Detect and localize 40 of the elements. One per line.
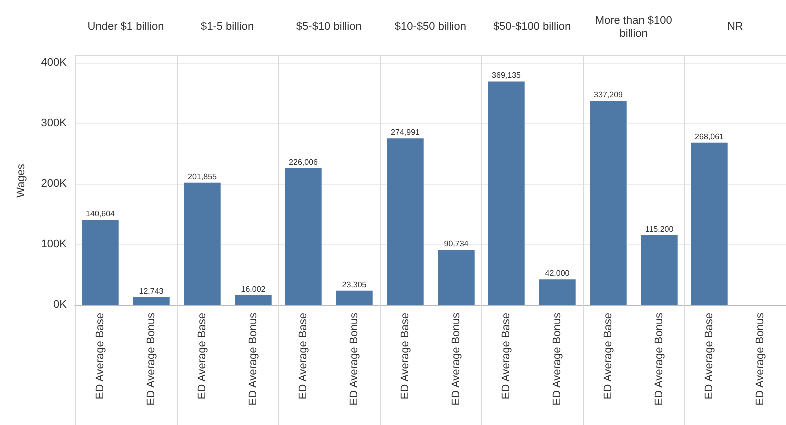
data-label: 201,855 [188,172,218,182]
x-tick-label: ED Average Base [399,313,412,400]
x-tick-label: ED Average Bonus [450,312,462,406]
x-tick-label: ED Average Base [500,313,513,400]
data-label: 369,135 [492,71,522,80]
data-label: 12,743 [139,286,164,296]
y-tick-label: 200K [41,178,68,190]
x-tick-label: ED Average Base [196,313,208,400]
data-label: 226,006 [289,158,319,167]
x-tick-label: ED Average Base [298,313,310,400]
data-label: 268,061 [695,132,725,142]
x-tick-label: ED Average Bonus [348,312,361,406]
data-label: 90,734 [444,240,469,249]
chart-title: $1-5 billion [200,20,256,35]
x-tick-label: ED Average Base [704,313,716,400]
x-tick-label: ED Average Base [602,313,614,400]
y-tick-label: 100K [41,238,68,251]
y-axis-title: Wages [16,164,28,198]
data-label: 16,002 [240,284,266,294]
x-tick-label: ED Average Bonus [146,312,158,406]
x-tick-label: ED Average Bonus [247,312,260,406]
x-tick-label: ED Average Bonus [754,312,767,406]
data-label: 42,000 [546,269,571,278]
chart-title: NR [726,20,744,35]
y-tick-label: 400K [41,57,68,70]
y-tick-label: 300K [41,118,68,130]
data-label: 140,604 [86,209,116,218]
x-tick-label: ED Average Base [94,313,106,400]
chart-title: $50-$100 billion [492,20,572,35]
chart-title: Under $1 billion [86,20,166,35]
data-label: 23,305 [342,280,368,290]
chart-title: $5-$10 billion [295,20,363,35]
chart-title: More than $100 billion [594,14,674,42]
chart-title: $10-$50 billion [394,20,468,35]
data-label: 337,209 [594,90,624,100]
y-tick-label: 0K [54,299,68,311]
data-label: 274,991 [390,128,420,138]
x-tick-label: ED Average Bonus [653,312,666,406]
x-tick-label: ED Average Bonus [552,312,564,406]
data-label: 115,200 [645,224,674,234]
